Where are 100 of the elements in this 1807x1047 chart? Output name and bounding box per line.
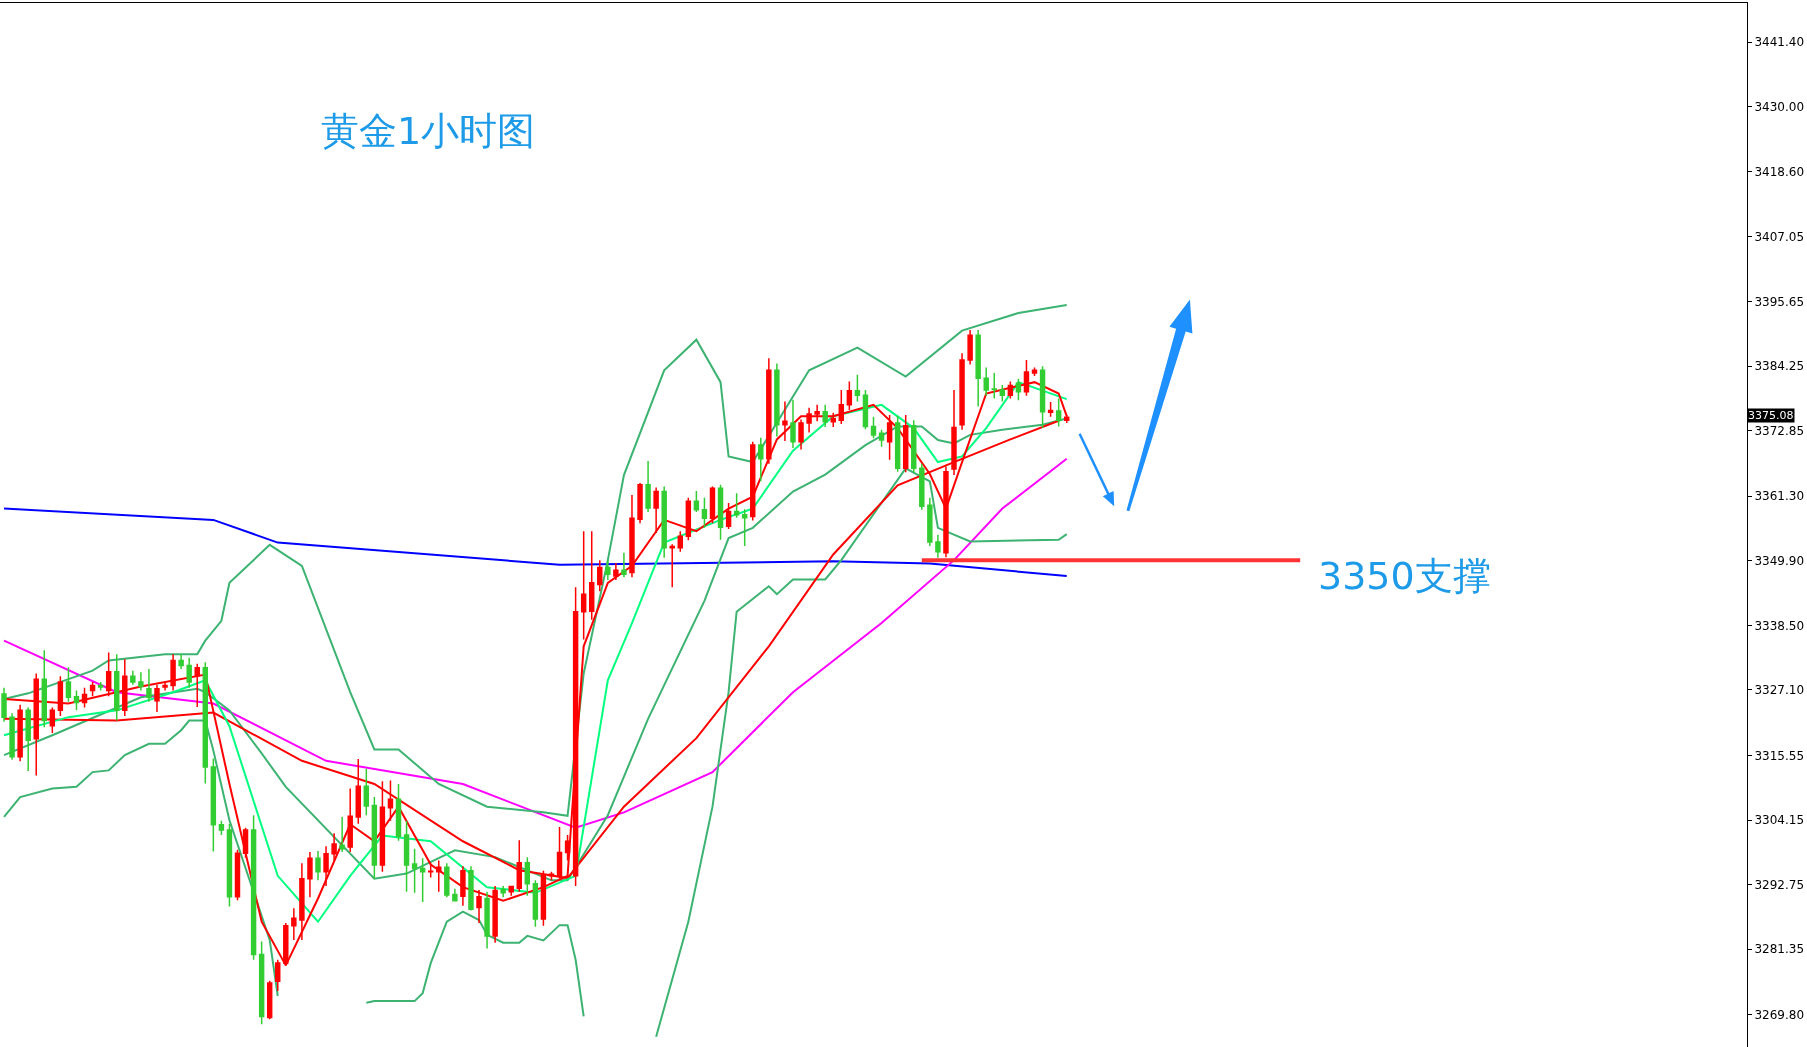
candlestick <box>81 686 88 709</box>
candlestick <box>97 681 104 692</box>
candlestick <box>967 329 973 366</box>
line-series <box>365 910 585 1018</box>
candlestick <box>315 850 321 882</box>
candlestick <box>347 787 353 853</box>
candlestick <box>733 492 740 519</box>
candlestick <box>218 820 225 836</box>
candlestick <box>999 384 1006 403</box>
candlestick <box>927 497 933 547</box>
candlestick <box>266 979 273 1020</box>
candlestick <box>411 847 418 894</box>
candlestick <box>186 656 192 689</box>
candlestick <box>653 486 659 534</box>
candlestick <box>275 958 281 992</box>
candlestick <box>645 460 651 513</box>
candlestick <box>685 497 692 542</box>
candlestick <box>782 400 788 442</box>
candlestick <box>1 686 7 723</box>
text: 黄金1小时图 <box>320 109 536 154</box>
candlestick <box>524 856 531 897</box>
y-tick-label: 3372.85 <box>1754 423 1805 438</box>
y-tick-label: 3338.50 <box>1754 618 1805 633</box>
y-tick-label: 3418.60 <box>1754 164 1805 179</box>
candlestick <box>387 779 394 822</box>
candlestick <box>830 412 836 428</box>
candlestick <box>701 497 708 529</box>
candlestick <box>73 689 80 712</box>
line-series <box>3 719 279 997</box>
candlestick <box>41 649 47 729</box>
y-tick-label: 3281.35 <box>1754 942 1805 957</box>
candlestick <box>17 703 23 763</box>
candlestick <box>210 757 217 853</box>
candlestick <box>798 418 804 451</box>
candlestick <box>902 414 909 474</box>
candlestick <box>1047 401 1054 418</box>
y-tick-label: 3349.90 <box>1754 553 1805 568</box>
candlestick <box>307 851 313 899</box>
candlestick <box>299 862 305 941</box>
candlestick <box>452 888 458 903</box>
candlestick <box>122 658 128 717</box>
candlestick <box>460 865 466 907</box>
candlestick <box>613 562 619 581</box>
candlestick <box>725 502 732 530</box>
candlestick <box>492 885 498 944</box>
line-series <box>3 457 1068 829</box>
candlestick <box>758 436 764 483</box>
candlestick <box>154 684 160 713</box>
candlestick <box>838 389 845 425</box>
candlestick <box>790 398 796 449</box>
candlestick <box>919 463 925 511</box>
candlestick <box>444 862 450 899</box>
candlestick <box>1039 365 1046 429</box>
candlestick <box>242 826 249 859</box>
y-tick-label: 3304.15 <box>1754 813 1805 828</box>
candlestick <box>9 712 15 761</box>
candlestick <box>484 890 490 950</box>
candlestick <box>911 419 917 474</box>
candlestick <box>138 671 144 692</box>
candlestick <box>170 653 176 692</box>
candlestick <box>991 372 997 400</box>
candlestick <box>532 879 539 928</box>
candlestick <box>355 758 361 825</box>
candlestick <box>983 366 989 397</box>
candlestick <box>323 845 329 887</box>
candlestick <box>870 416 877 440</box>
candlestick <box>33 672 39 777</box>
candlestick <box>605 559 611 581</box>
candlestick <box>717 484 724 541</box>
candlestick <box>589 530 595 621</box>
candlestick <box>597 559 603 593</box>
annotation: 3375.08 <box>1748 409 1794 422</box>
line-series <box>655 467 1068 1038</box>
candlestick <box>395 783 402 842</box>
candlestick <box>419 857 426 903</box>
candlestick <box>806 406 812 434</box>
ref-line-label: 3350支撑 <box>1318 554 1491 598</box>
candlestick <box>371 796 378 880</box>
candlestick <box>25 706 31 772</box>
candlestick <box>250 814 257 961</box>
candlestick <box>436 859 442 893</box>
candlestick <box>621 552 627 578</box>
y-tick-label: 3292.75 <box>1754 877 1805 892</box>
candlestick <box>57 675 64 717</box>
candlestick <box>105 651 112 697</box>
candlestick <box>331 832 337 862</box>
candlestick <box>693 490 700 513</box>
candlestick <box>862 389 869 430</box>
candlestick <box>774 362 780 438</box>
candlestick <box>258 940 265 1026</box>
candlestick <box>146 668 152 703</box>
candlestick <box>363 767 370 816</box>
candlestick <box>943 465 949 559</box>
candlestick <box>114 653 120 722</box>
y-tick-label: 3430.00 <box>1754 99 1805 114</box>
candlestick <box>564 834 571 862</box>
candlestick <box>500 885 506 899</box>
candlestick <box>894 414 901 473</box>
candlestick <box>677 530 684 553</box>
candlestick <box>669 543 675 589</box>
